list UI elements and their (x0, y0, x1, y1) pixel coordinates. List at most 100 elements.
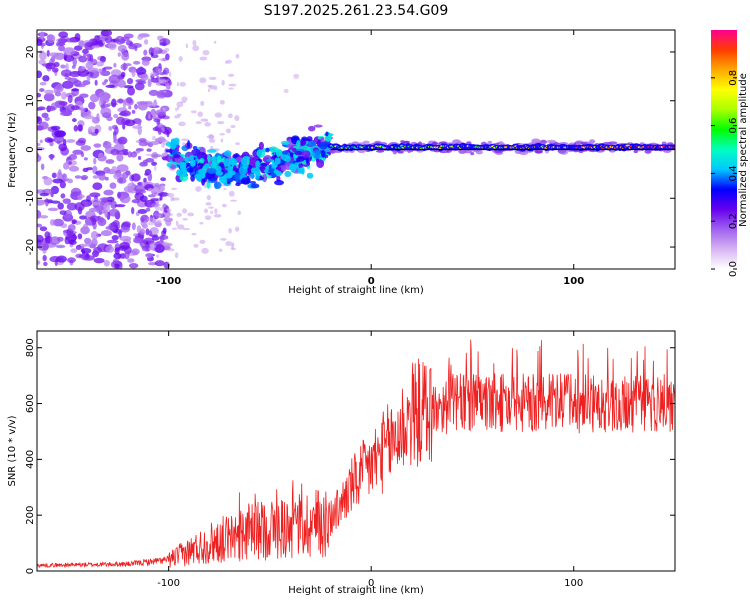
spectrogram-onset-blob (223, 150, 232, 157)
spectrogram-onset-core (194, 173, 202, 180)
spectrogram-noise-blob (151, 227, 157, 231)
spectrogram-noise-blob (176, 212, 182, 217)
spectrogram-noise-blob (59, 210, 67, 216)
snr-ytick-label: 600 (25, 394, 36, 413)
spectrogram-onset-core (184, 156, 190, 164)
spectrogram-ytick-label: -20 (25, 239, 36, 255)
spectrogram-onset-blob (199, 157, 205, 164)
snr-marks (37, 339, 675, 569)
spectrogram-noise-blob (40, 163, 45, 171)
spectrogram-noise-blob (204, 184, 207, 189)
spectrogram-noise-blob (165, 219, 172, 227)
spectrogram-noise-blob (42, 63, 47, 67)
spectrogram-noise-blob (166, 192, 175, 198)
colorbar-tick-label: 0.0 (728, 261, 739, 277)
spectrogram-noise-blob (174, 252, 179, 259)
spectrogram-noise-blob (68, 161, 72, 165)
spectrogram-noise-blob (192, 45, 200, 52)
spectrogram-noise-blob (90, 207, 97, 212)
figure-title: S197.2025.261.23.54.G09 (264, 3, 449, 19)
spectrogram-noise-blob (37, 39, 43, 46)
spectrogram-onset-blob (313, 124, 323, 128)
spectrogram-noise-blob (108, 74, 121, 84)
spectrogram-noise-blob (182, 227, 191, 231)
spectrogram-noise-blob (199, 77, 207, 84)
spectrogram-noise-blob (204, 122, 211, 127)
spectrogram-noise-blob (127, 151, 133, 158)
spectrogram-noise-blob (143, 49, 148, 56)
spectrogram-onset-blob (192, 145, 198, 150)
colorbar-tick-label: 0.2 (728, 213, 739, 229)
spectrogram-onset-blob (235, 156, 243, 163)
spectrogram-onset-core (204, 163, 210, 169)
spectrogram-noise-blob (94, 128, 99, 134)
spectrogram-noise-blob (117, 136, 128, 145)
spectrogram-noise-blob (79, 215, 88, 220)
spectrogram-noise-blob (133, 233, 139, 237)
spectrogram-noise-blob (175, 220, 179, 227)
spectrogram-noise-blob (117, 79, 126, 88)
spectrogram-onset-blob (294, 150, 303, 156)
spectrogram-onset-blob (173, 137, 180, 146)
spectrogram-noise-blob (42, 75, 50, 82)
spectrogram-noise-blob (67, 94, 73, 104)
spectrogram-onset-core (182, 168, 187, 177)
spectrogram-noise-blob (105, 84, 116, 88)
spectrogram-noise-blob (97, 152, 104, 161)
spectrogram-noise-blob (61, 91, 67, 100)
spectrogram-noise-blob (103, 189, 114, 196)
spectrogram-noise-blob (149, 72, 157, 77)
spectrogram-noise-blob (150, 154, 162, 158)
spectrogram-noise-blob (131, 42, 142, 48)
spectrogram-noise-blob (80, 247, 92, 254)
spectrogram-noise-blob (132, 125, 143, 129)
spectrogram-onset-core (223, 158, 231, 166)
spectrogram-ytick-label: 10 (25, 94, 36, 107)
spectrogram-noise-blob (93, 143, 102, 148)
colorbar: 0.0 0.2 0.4 0.6 0.8 Normalized spectral ampl… (711, 30, 749, 277)
spectrogram-noise-blob (228, 228, 232, 234)
spectrogram-noise-blob (151, 244, 157, 249)
spectrogram-noise-blob (83, 115, 94, 120)
spectrogram-noise-blob (230, 125, 236, 129)
spectrogram-noise-blob (121, 221, 131, 228)
spectrogram-noise-blob (158, 90, 171, 96)
spectrogram-onset-blob (296, 140, 301, 149)
spectrogram-noise-blob (62, 198, 71, 204)
spectrogram-noise-blob (131, 69, 136, 77)
spectrogram-noise-blob (80, 145, 92, 151)
spectrogram-noise-blob (137, 156, 142, 160)
spectrogram-onset-blob (313, 154, 321, 159)
spectrogram-track-halo (392, 150, 398, 155)
spectrogram-noise-blob (119, 194, 131, 204)
spectrogram-onset-blob (274, 179, 284, 186)
spectrogram-noise-blob (119, 241, 131, 249)
snr-ytick-label: 0 (25, 568, 36, 574)
spectrogram-noise-blob (116, 177, 127, 184)
spectrogram-onset-blob (307, 140, 317, 147)
spectrogram-noise-blob (115, 35, 125, 45)
spectrogram-noise-blob (235, 53, 240, 59)
spectrogram-noise-blob (39, 88, 45, 92)
spectrogram-noise-blob (148, 89, 159, 97)
spectrogram-noise-blob (147, 78, 152, 88)
spectrogram-noise-blob (150, 198, 159, 202)
spectrogram-noise-blob (105, 159, 115, 164)
spectrogram-noise-blob (159, 207, 164, 212)
spectrogram-noise-blob (155, 220, 160, 225)
snr-xtick-label: -100 (157, 578, 180, 589)
spectrogram-noise-blob (123, 85, 134, 89)
spectrogram-noise-blob (165, 213, 174, 216)
spectrogram-noise-blob (72, 219, 78, 224)
spectrogram-noise-blob (98, 173, 106, 181)
snr-axes: -100 0 100 0 200 400 600 800 (25, 331, 675, 589)
spectrogram-onset-blob (207, 154, 211, 163)
spectrogram-onset-blob (206, 181, 211, 189)
spectrogram-noise-blob (199, 56, 208, 61)
spectrogram-track-halo (531, 138, 541, 144)
spectrogram-track-halo (376, 149, 385, 153)
spectrogram-noise-blob (98, 68, 103, 74)
spectrogram-noise-blob (157, 128, 162, 135)
spectrogram-noise-blob (82, 167, 89, 173)
